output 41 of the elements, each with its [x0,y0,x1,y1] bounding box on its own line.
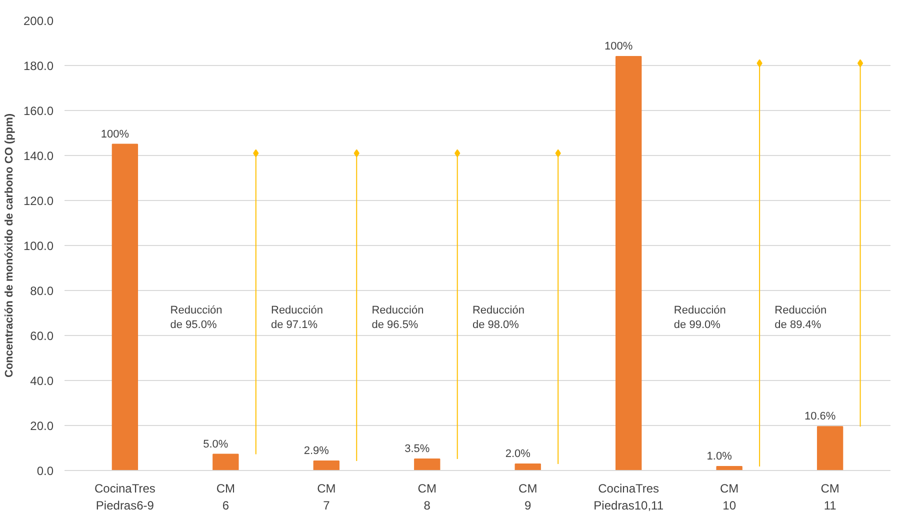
bar [313,460,340,470]
y-tick-label: 0.0 [36,464,54,478]
x-tick-label: CM 10 [720,482,739,512]
x-tick-label: CocinaTres Piedras10,11 [594,482,664,512]
y-tick-label: 40.0 [30,374,54,388]
y-tick-label: 100.0 [23,239,54,253]
annotation: 5.0% [203,438,228,450]
x-tick-label: CM 8 [418,482,436,512]
annotation: 2.0% [505,448,531,460]
annotation: 1.0% [706,450,732,462]
y-tick-label: 200.0 [23,14,54,28]
bar [616,56,642,470]
bar [212,454,239,470]
annotation: 2.9% [304,445,330,458]
bar [112,144,138,470]
y-axis-title: Concentración de monóxido de carbono CO (ppm) [3,113,16,378]
annotation: Reducción de 99.0% [674,304,726,331]
annotation: Reducción de 89.4% [774,304,827,331]
x-tick-label: CM 9 [518,482,538,512]
annotation: Reducción de 96.5% [372,304,424,331]
annotation: 10.6% [804,410,836,423]
bar [514,463,541,470]
bar [816,426,844,470]
y-tick-label: 180.0 [23,59,54,73]
x-tick-label: CM 11 [820,482,840,512]
y-tick-label: 60.0 [30,329,54,343]
x-tick-label: CocinaTres Piedras6-9 [94,482,156,512]
y-tick-label: 20.0 [30,419,54,433]
annotation: 100% [604,40,633,52]
x-tick-label: CM 7 [317,482,336,512]
y-tick-label: 160.0 [23,104,54,118]
annotation: Reducción de 95.0% [170,304,222,331]
annotation: 3.5% [404,443,430,456]
x-tick-label: CM 6 [216,482,236,512]
annotation: Reducción de 98.0% [472,304,524,331]
y-tick-label: 80.0 [30,284,54,298]
y-tick-label: 140.0 [23,149,54,163]
annotation: 100% [100,128,130,140]
annotation: Reducción de 97.1% [271,304,323,331]
y-tick-label: 120.0 [23,194,54,208]
bar [414,458,440,470]
